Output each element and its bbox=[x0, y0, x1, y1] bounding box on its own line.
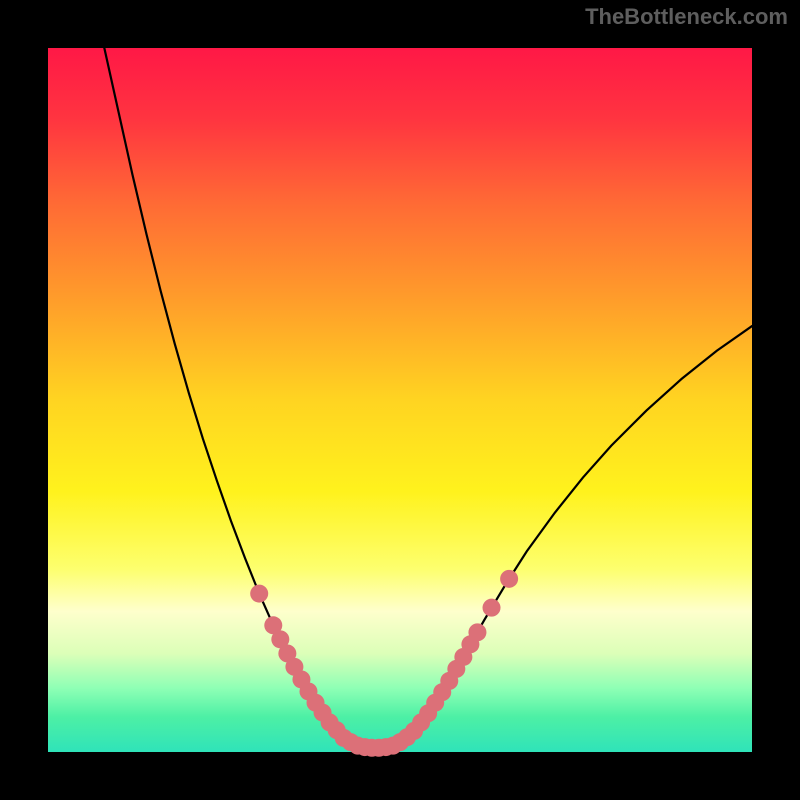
curve-marker bbox=[500, 570, 518, 588]
chart-frame: TheBottleneck.com bbox=[0, 0, 800, 800]
watermark-text: TheBottleneck.com bbox=[585, 4, 788, 30]
curve-marker bbox=[468, 623, 486, 641]
bottleneck-chart-svg bbox=[0, 0, 800, 800]
curve-marker bbox=[483, 599, 501, 617]
plot-background bbox=[48, 48, 752, 752]
curve-marker bbox=[250, 585, 268, 603]
